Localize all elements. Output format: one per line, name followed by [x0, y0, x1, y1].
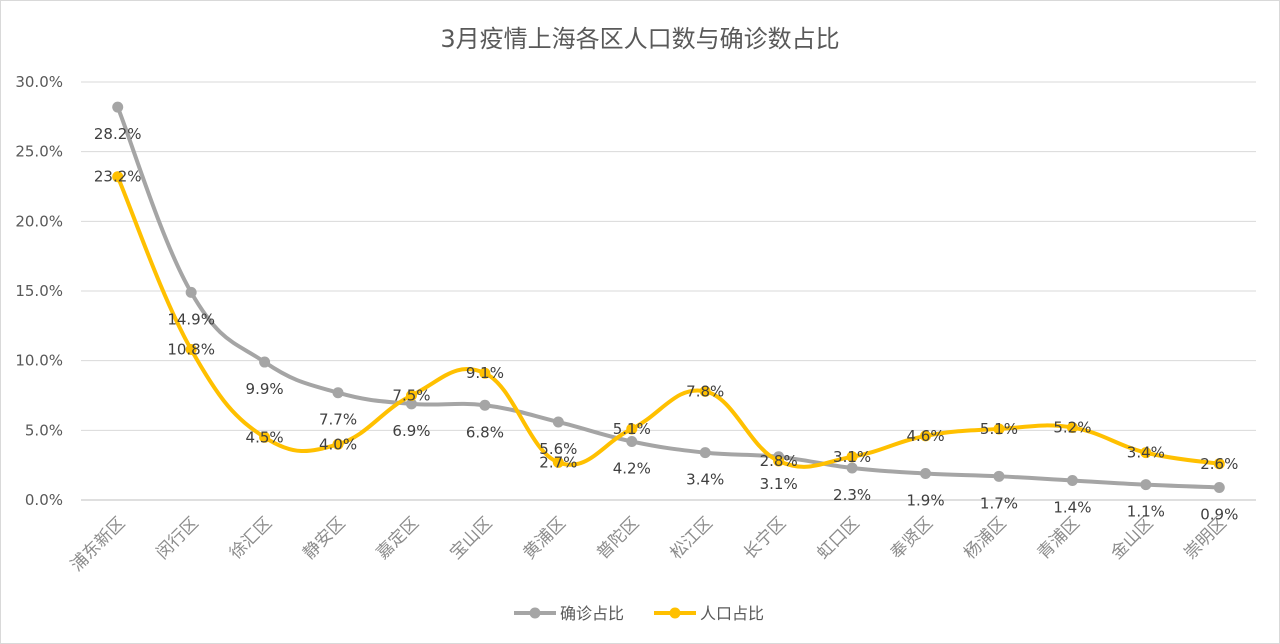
data-label: 6.8% [466, 423, 504, 441]
data-label: 4.5% [246, 428, 284, 446]
data-label: 3.4% [686, 471, 724, 489]
data-label: 23.2% [94, 168, 142, 186]
x-tick-label: 徐汇区 [226, 513, 276, 563]
x-tick-label: 金山区 [1107, 513, 1157, 563]
y-tick-label: 25.0% [15, 143, 63, 161]
x-tick-label: 浦东新区 [67, 513, 129, 575]
data-point [1066, 474, 1078, 486]
data-label: 10.8% [167, 341, 215, 359]
y-tick-label: 5.0% [25, 421, 63, 439]
data-point [920, 430, 932, 442]
data-point [846, 451, 858, 463]
x-tick-label: 闵行区 [152, 513, 202, 563]
x-tick-label: 虹口区 [813, 513, 863, 563]
x-tick-label: 黄浦区 [520, 513, 570, 563]
data-label: 1.4% [1053, 498, 1091, 516]
y-tick-label: 15.0% [15, 282, 63, 300]
x-tick-label: 静安区 [299, 513, 349, 563]
x-tick-label: 宝山区 [446, 513, 496, 563]
data-point [185, 286, 197, 298]
data-point [846, 462, 858, 474]
legend: 确诊占比 人口占比 [514, 604, 764, 623]
data-label: 2.7% [539, 453, 577, 471]
data-point [1213, 481, 1225, 493]
data-label: 7.5% [392, 387, 430, 405]
x-tick-label: 奉贤区 [887, 513, 937, 563]
data-label: 4.2% [613, 459, 651, 477]
legend-swatch-marker [669, 607, 681, 619]
data-point [920, 468, 932, 480]
data-point [259, 431, 271, 443]
data-point [552, 416, 564, 428]
x-tick-label: 杨浦区 [960, 513, 1010, 563]
data-label: 14.9% [167, 310, 215, 328]
data-point [993, 470, 1005, 482]
data-point [699, 447, 711, 459]
x-tick-label: 松江区 [667, 513, 717, 563]
data-point [479, 399, 491, 411]
data-label: 2.6% [1200, 455, 1238, 473]
data-label: 2.3% [833, 486, 871, 504]
data-label: 28.2% [94, 125, 142, 143]
y-tick-label: 30.0% [15, 73, 63, 91]
data-point [332, 387, 344, 399]
data-point [626, 435, 638, 447]
x-tick-label: 嘉定区 [373, 513, 423, 563]
data-label: 2.8% [760, 452, 798, 470]
data-label: 1.7% [980, 494, 1018, 512]
data-label: 1.1% [1127, 503, 1165, 521]
data-point [1066, 422, 1078, 434]
data-label: 3.4% [1127, 444, 1165, 462]
data-label: 5.1% [980, 420, 1018, 438]
data-point [1140, 447, 1152, 459]
data-point [112, 171, 124, 183]
x-tick-label: 青浦区 [1034, 513, 1084, 563]
data-point [1140, 479, 1152, 491]
legend-swatch-marker [529, 607, 541, 619]
data-label: 7.8% [686, 382, 724, 400]
data-point [259, 356, 271, 368]
data-point [479, 367, 491, 379]
data-label: 4.6% [906, 427, 944, 445]
data-label: 7.7% [319, 411, 357, 429]
y-axis-ticks: 0.0% 5.0% 10.0% 15.0% 20.0% 25.0% 30.0% [15, 73, 63, 509]
data-labels: 28.2% 14.9% 9.9% 7.7% 6.9% 6.8% 5.6% 4.2% 3.4% 3.… [94, 125, 1238, 523]
data-point [185, 344, 197, 356]
legend-label: 确诊占比 [560, 604, 624, 623]
y-tick-label: 0.0% [25, 491, 63, 509]
y-tick-label: 20.0% [15, 212, 63, 230]
data-label: 9.9% [246, 380, 284, 398]
gridlines [81, 81, 1256, 501]
data-label: 0.9% [1200, 505, 1238, 523]
data-point [1213, 458, 1225, 470]
data-label: 1.9% [906, 492, 944, 510]
data-point [626, 423, 638, 435]
data-point [405, 398, 417, 410]
data-point [405, 390, 417, 401]
data-label: 5.1% [613, 420, 651, 438]
data-label: 5.2% [1053, 419, 1091, 437]
legend-label: 人口占比 [700, 604, 764, 623]
x-tick-label: 长宁区 [740, 513, 790, 563]
y-tick-label: 10.0% [15, 352, 63, 370]
data-label: 5.6% [539, 440, 577, 458]
series-lines [112, 101, 1225, 493]
x-axis-ticks: 浦东新区 闵行区 徐汇区 静安区 嘉定区 宝山区 黄浦区 普陀区 松江区 长宁区 虹口区 奉贤区 杨浦区… [67, 513, 1231, 575]
data-point [773, 455, 785, 467]
data-label: 9.1% [466, 364, 504, 382]
data-label: 3.1% [833, 448, 871, 466]
data-label: 3.1% [760, 475, 798, 493]
data-label: 4.0% [319, 435, 357, 453]
x-tick-label: 普陀区 [593, 513, 643, 563]
data-label: 6.9% [392, 422, 430, 440]
data-point [699, 385, 711, 397]
data-point [993, 423, 1005, 435]
chart-title: 3月疫情上海各区人口数与确诊数占比 [440, 25, 839, 53]
data-point [332, 438, 344, 450]
data-point [552, 456, 564, 468]
data-point [112, 101, 124, 113]
